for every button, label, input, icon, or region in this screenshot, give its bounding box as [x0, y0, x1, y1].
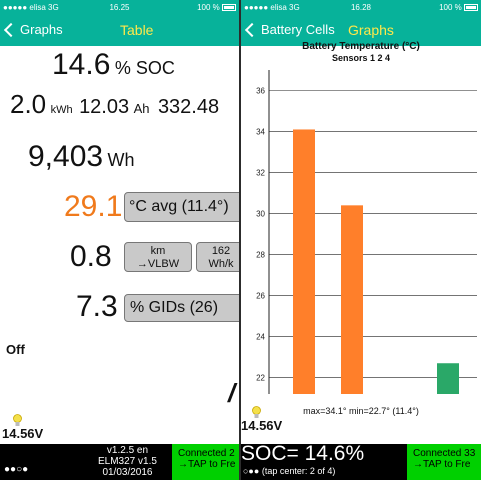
battery-status: 100 %	[197, 3, 236, 12]
footer-bar: ●●○● v1.2.5 en ELM327 v1.5 01/03/2016 Co…	[0, 444, 239, 480]
carrier-label: ●●●●● elisa 3G	[244, 3, 300, 12]
battery-status: 100 %	[439, 3, 478, 12]
connected-line1: Connected 33	[413, 448, 476, 459]
connected-line2: →TAP to Fre	[178, 459, 236, 470]
temp-value: 29.1	[64, 190, 123, 223]
y-tick-label: 26	[256, 292, 265, 301]
back-label: Battery Cells	[261, 22, 335, 37]
version-line3: 01/03/2016	[102, 467, 153, 478]
y-tick-label: 30	[256, 210, 265, 219]
wh-row: 9,403 Wh	[28, 140, 135, 174]
gids-button[interactable]: % GIDs (26)	[124, 294, 239, 322]
table-screen: ●●●●● elisa 3G 16.25 100 % Graphs Table …	[0, 0, 239, 480]
lightbulb-icon	[13, 414, 22, 426]
km-value: 0.8	[70, 240, 112, 273]
page-title: Graphs	[348, 22, 394, 38]
wh-value: 9,403	[28, 140, 104, 173]
bar-sensor-2	[341, 205, 363, 394]
voltage-label: 14.56V	[241, 418, 283, 433]
battery-percent: 100 %	[439, 3, 462, 12]
version-info: v1.2.5 en ELM327 v1.5 01/03/2016	[98, 445, 157, 478]
km-button-line1: km	[150, 245, 166, 257]
version-line1: v1.2.5 en	[106, 445, 149, 456]
lightbulb-icon	[252, 406, 261, 418]
status-bar: ●●●●● elisa 3G 16.28 100 %	[241, 0, 481, 14]
tap-hint: (tap center: 2 of 4)	[261, 466, 336, 476]
voltage-label: 14.56V	[2, 426, 44, 441]
wh-unit: Wh	[107, 150, 135, 170]
panel-divider	[239, 0, 241, 480]
y-tick-label: 32	[256, 169, 265, 178]
ah-value: 12.03	[79, 96, 130, 118]
clock: 16.28	[350, 3, 372, 12]
extra-value: 332.48	[157, 96, 220, 118]
chevron-left-icon	[3, 22, 19, 38]
nav-bar: Graphs Table	[0, 14, 239, 46]
chevron-left-icon	[244, 22, 260, 38]
soc-value: 14.6	[52, 48, 111, 81]
connected-line2: →TAP to Fre	[413, 459, 471, 470]
kwh-value: 2.0	[10, 89, 47, 119]
battery-percent: 100 %	[197, 3, 220, 12]
page-dots[interactable]: ●●○●	[4, 464, 29, 475]
bar-sensor-1	[293, 129, 315, 394]
soc-readout: SOC= 14.6%	[241, 442, 365, 465]
energy-row: 2.0 kWh 12.03 Ah 332.48	[10, 89, 219, 120]
page-indicator[interactable]: ○●● (tap center: 2 of 4)	[243, 466, 335, 476]
y-tick-label: 36	[256, 87, 265, 96]
version-line2: ELM327 v1.5	[98, 456, 157, 467]
status-bar: ●●●●● elisa 3G 16.25 100 %	[0, 0, 239, 14]
chart-subtitle: Sensors 1 2 4	[331, 53, 391, 63]
footer-bar: SOC= 14.6% ○●● (tap center: 2 of 4) Conn…	[241, 442, 481, 480]
kwh-unit: kWh	[50, 104, 73, 116]
slash-mark: /	[228, 378, 236, 408]
carrier-label: ●●●●● elisa 3G	[3, 3, 59, 12]
y-tick-label: 22	[256, 374, 265, 383]
temp-avg-button[interactable]: °C avg (11.4°)	[124, 192, 239, 222]
connected-line1: Connected 2	[178, 448, 235, 459]
chart-annotation: max=34.1° min=22.7° (11.4°)	[303, 406, 419, 416]
bar-sensor-4	[437, 363, 459, 394]
battery-icon	[222, 4, 236, 11]
soc-unit: % SOC	[114, 58, 175, 78]
whk-button-line1: 162	[211, 245, 231, 257]
y-tick-label: 34	[256, 128, 265, 137]
gids-value: 7.3	[76, 290, 118, 323]
soc-row: 14.6 % SOC	[52, 48, 175, 82]
wh-per-km-button[interactable]: 162 Wh/k	[196, 242, 239, 272]
ah-unit: Ah	[133, 101, 150, 116]
graphs-screen: ●●●●● elisa 3G 16.28 100 % Battery Cells…	[241, 0, 481, 480]
temperature-chart[interactable]: 22 24 26 28 30 32 34 36	[241, 66, 481, 426]
page-title: Table	[120, 22, 154, 38]
whk-button-line2: Wh/k	[208, 258, 234, 270]
km-vlbw-button[interactable]: km →VLBW	[124, 242, 192, 272]
nav-bar: Battery Cells Graphs	[241, 14, 481, 46]
clock: 16.25	[109, 3, 130, 12]
page-dots: ○●●	[243, 466, 260, 476]
back-button[interactable]: Battery Cells	[244, 22, 335, 38]
battery-icon	[464, 4, 478, 11]
back-label: Graphs	[20, 22, 63, 37]
y-tick-label: 24	[256, 333, 265, 342]
chart-title: Battery Temperature (°C)	[302, 41, 420, 52]
off-label: Off	[6, 342, 25, 357]
y-tick-label: 28	[256, 251, 265, 260]
back-button[interactable]: Graphs	[3, 22, 63, 38]
connection-button[interactable]: Connected 33 →TAP to Fre	[407, 444, 481, 480]
connection-button[interactable]: Connected 2 →TAP to Fre	[172, 444, 239, 480]
km-button-line2: →VLBW	[136, 258, 180, 270]
